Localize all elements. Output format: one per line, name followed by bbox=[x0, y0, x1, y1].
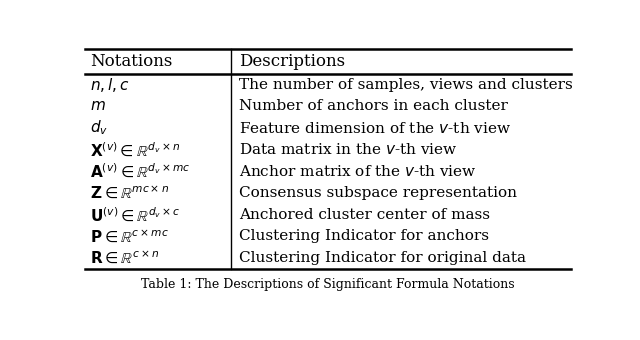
Text: Notations: Notations bbox=[90, 53, 172, 70]
Text: Number of anchors in each cluster: Number of anchors in each cluster bbox=[239, 99, 508, 113]
Text: $\mathbf{R} \in \mathbb{R}^{c\times n}$: $\mathbf{R} \in \mathbb{R}^{c\times n}$ bbox=[90, 250, 159, 266]
Text: Anchored cluster center of mass: Anchored cluster center of mass bbox=[239, 207, 490, 221]
Text: $\mathbf{U}^{(v)} \in \mathbb{R}^{d_v\times c}$: $\mathbf{U}^{(v)} \in \mathbb{R}^{d_v\ti… bbox=[90, 205, 180, 223]
Text: $\mathbf{P} \in \mathbb{R}^{c\times mc}$: $\mathbf{P} \in \mathbb{R}^{c\times mc}$ bbox=[90, 228, 169, 244]
Text: Clustering Indicator for anchors: Clustering Indicator for anchors bbox=[239, 229, 489, 243]
Text: Clustering Indicator for original data: Clustering Indicator for original data bbox=[239, 251, 525, 265]
Text: $\mathbf{X}^{(v)} \in \mathbb{R}^{d_v\times n}$: $\mathbf{X}^{(v)} \in \mathbb{R}^{d_v\ti… bbox=[90, 141, 180, 159]
Text: Descriptions: Descriptions bbox=[239, 53, 345, 70]
Text: $n,l,c$: $n,l,c$ bbox=[90, 76, 130, 94]
Text: The number of samples, views and clusters: The number of samples, views and cluster… bbox=[239, 78, 572, 92]
Text: $\mathbf{Z} \in \mathbb{R}^{mc\times n}$: $\mathbf{Z} \in \mathbb{R}^{mc\times n}$ bbox=[90, 185, 169, 201]
Text: Anchor matrix of the $v$-th view: Anchor matrix of the $v$-th view bbox=[239, 164, 476, 179]
Text: $d_v$: $d_v$ bbox=[90, 119, 108, 137]
Text: $\mathbf{A}^{(v)} \in \mathbb{R}^{d_v\times mc}$: $\mathbf{A}^{(v)} \in \mathbb{R}^{d_v\ti… bbox=[90, 162, 190, 180]
Text: Feature dimension of the $v$-th view: Feature dimension of the $v$-th view bbox=[239, 120, 511, 136]
Text: Consensus subspace representation: Consensus subspace representation bbox=[239, 186, 516, 200]
Text: Data matrix in the $v$-th view: Data matrix in the $v$-th view bbox=[239, 142, 457, 157]
Text: $m$: $m$ bbox=[90, 99, 106, 113]
Text: Table 1: The Descriptions of Significant Formula Notations: Table 1: The Descriptions of Significant… bbox=[141, 278, 515, 291]
